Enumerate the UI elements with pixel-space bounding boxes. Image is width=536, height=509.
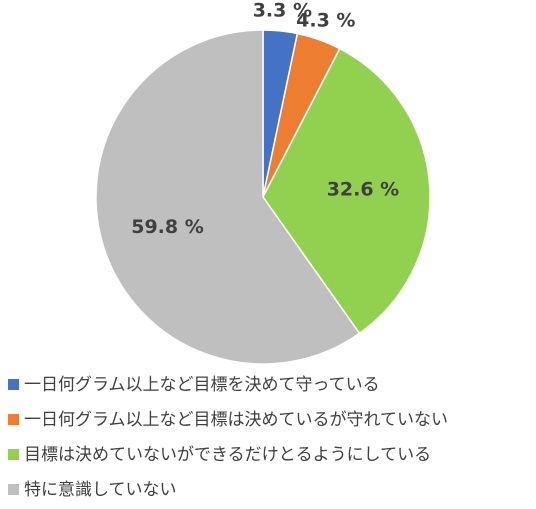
legend-label: 一日何グラム以上など目標を決めて守っている xyxy=(24,375,380,395)
data-label: 4.3 % xyxy=(296,9,355,31)
data-label: 3.3 % xyxy=(253,0,312,22)
legend-swatch xyxy=(8,449,19,460)
data-label: 59.8 % xyxy=(131,216,204,238)
legend-label: 特に意識していない xyxy=(24,480,177,500)
legend-label: 目標は決めていないができるだけとるようにしている xyxy=(24,445,431,465)
pie-slice xyxy=(95,29,361,365)
legend-swatch xyxy=(8,484,19,495)
legend-label: 一日何グラム以上など目標は決めているが守れていない xyxy=(24,410,448,430)
data-label: 32.6 % xyxy=(327,179,400,201)
legend-swatch xyxy=(8,414,19,425)
pie-slice xyxy=(262,47,431,335)
legend-swatch xyxy=(8,379,19,390)
